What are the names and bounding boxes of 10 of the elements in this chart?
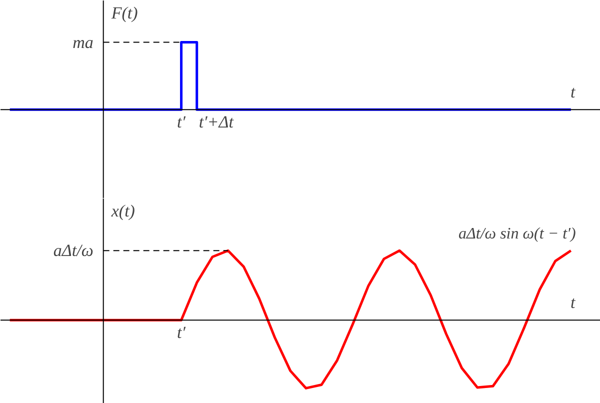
annotation: t′ <box>177 112 186 132</box>
y-axis-title: x(t) <box>110 202 136 220</box>
x-axis-title: t <box>570 293 576 312</box>
annotation: t′+Δt <box>198 112 235 132</box>
ref-line-label: aΔt/ω <box>53 241 94 260</box>
ref-line-label: ma <box>72 32 94 52</box>
annotation: t′ <box>177 323 186 342</box>
series-label: aΔt/ω sin ω(t − t′) <box>458 226 576 243</box>
y-axis-title: F(t) <box>110 4 138 22</box>
x-axis-title: t <box>570 82 576 102</box>
